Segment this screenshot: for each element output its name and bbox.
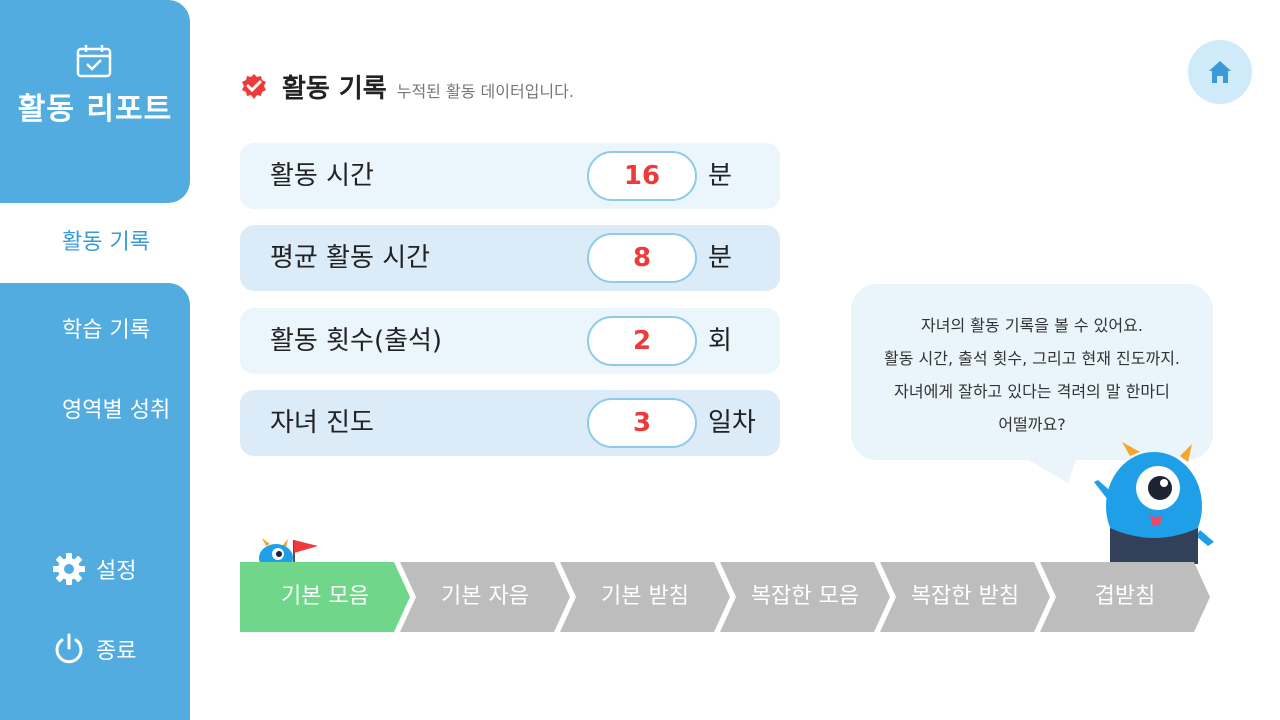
- step-label: 복잡한 모음: [750, 584, 860, 609]
- gear-icon: [53, 553, 85, 585]
- page-subtitle: 누적된 활동 데이터입니다.: [396, 81, 574, 101]
- stat-value: 2: [587, 316, 697, 366]
- sidebar-item-activity-log[interactable]: 활동 기록: [38, 203, 190, 283]
- progress-step-complex-batchim[interactable]: 복잡한 받침: [880, 562, 1050, 632]
- sidebar-item-learning-log[interactable]: 학습 기록: [62, 318, 150, 343]
- stat-value: 16: [587, 151, 697, 201]
- stat-label: 평균 활동 시간: [270, 243, 431, 273]
- stat-row-attendance: 활동 횟수(출석) 2 회: [240, 308, 780, 374]
- bubble-line: 어떨까요?: [998, 415, 1066, 434]
- stat-value: 8: [587, 233, 697, 283]
- step-label: 기본 받침: [601, 584, 689, 609]
- power-icon: [55, 633, 83, 664]
- step-chevron-shape: [720, 562, 890, 632]
- bubble-line: 자녀에게 잘하고 있다는 격려의 말 한마디: [894, 382, 1170, 401]
- page-header: 활동 기록 누적된 활동 데이터입니다.: [240, 68, 574, 105]
- sidebar-title: 활동 리포트: [17, 92, 173, 127]
- stat-unit: 분: [708, 243, 732, 273]
- stat-row-average-time: 평균 활동 시간 8 분: [240, 225, 780, 291]
- calendar-check-icon: [76, 45, 112, 78]
- sidebar: 활동 리포트 활동 기록 학습 기록 영역별 성취 설정 종료: [0, 0, 190, 720]
- step-label: 기본 자음: [441, 584, 529, 609]
- step-chevron-shape: [880, 562, 1050, 632]
- step-label: 기본 모음: [281, 584, 369, 609]
- sidebar-header: 활동 리포트: [0, 0, 190, 203]
- progress-steps: 기본 모음 기본 자음 기본 받침 복잡한 모음 복잡한 받침 겹받침: [240, 562, 1220, 634]
- stat-value: 3: [587, 398, 697, 448]
- progress-step-double-batchim[interactable]: 겹받침: [1040, 562, 1210, 632]
- stat-row-progress: 자녀 진도 3 일차: [240, 390, 780, 456]
- bubble-line: 자녀의 활동 기록을 볼 수 있어요.: [921, 316, 1143, 335]
- stat-unit: 일차: [708, 408, 756, 438]
- exit-label: 종료: [96, 639, 137, 664]
- step-chevron-shape: [240, 562, 410, 632]
- home-button[interactable]: [1188, 40, 1252, 104]
- progress-step-basic-batchim[interactable]: 기본 받침: [560, 562, 730, 632]
- stat-label: 자녀 진도: [270, 408, 374, 438]
- page-title: 활동 기록: [282, 74, 387, 104]
- sidebar-item-area-achievement[interactable]: 영역별 성취: [62, 398, 171, 423]
- stat-unit: 회: [708, 326, 732, 356]
- stat-unit: 분: [708, 161, 732, 191]
- badge-check-icon: [242, 73, 266, 99]
- settings-label: 설정: [96, 559, 137, 584]
- home-icon: [1209, 61, 1231, 83]
- stat-label: 활동 시간: [270, 161, 374, 191]
- step-chevron-shape: [560, 562, 730, 632]
- settings-button[interactable]: 설정: [52, 552, 136, 586]
- speech-bubble-tail: [1020, 455, 1078, 483]
- progress-step-basic-vowels[interactable]: 기본 모음: [240, 562, 410, 632]
- step-label: 겹받침: [1094, 584, 1156, 609]
- speech-bubble: 자녀의 활동 기록을 볼 수 있어요. 활동 시간, 출석 횟수, 그리고 현재…: [851, 284, 1213, 460]
- stat-label: 활동 횟수(출석): [270, 326, 443, 356]
- progress-step-basic-consonants[interactable]: 기본 자음: [400, 562, 570, 632]
- stat-row-activity-time: 활동 시간 16 분: [240, 143, 780, 209]
- small-mascot-flag-icon: [259, 538, 318, 564]
- progress-step-complex-vowels[interactable]: 복잡한 모음: [720, 562, 890, 632]
- step-chevron-shape: [1040, 562, 1210, 632]
- monster-mascot-icon: [1094, 442, 1214, 564]
- step-label: 복잡한 받침: [910, 584, 1020, 609]
- sidebar-body: [0, 283, 190, 720]
- step-chevron-shape: [400, 562, 570, 632]
- bubble-line: 활동 시간, 출석 횟수, 그리고 현재 진도까지.: [883, 349, 1180, 368]
- exit-button[interactable]: 종료: [52, 632, 136, 666]
